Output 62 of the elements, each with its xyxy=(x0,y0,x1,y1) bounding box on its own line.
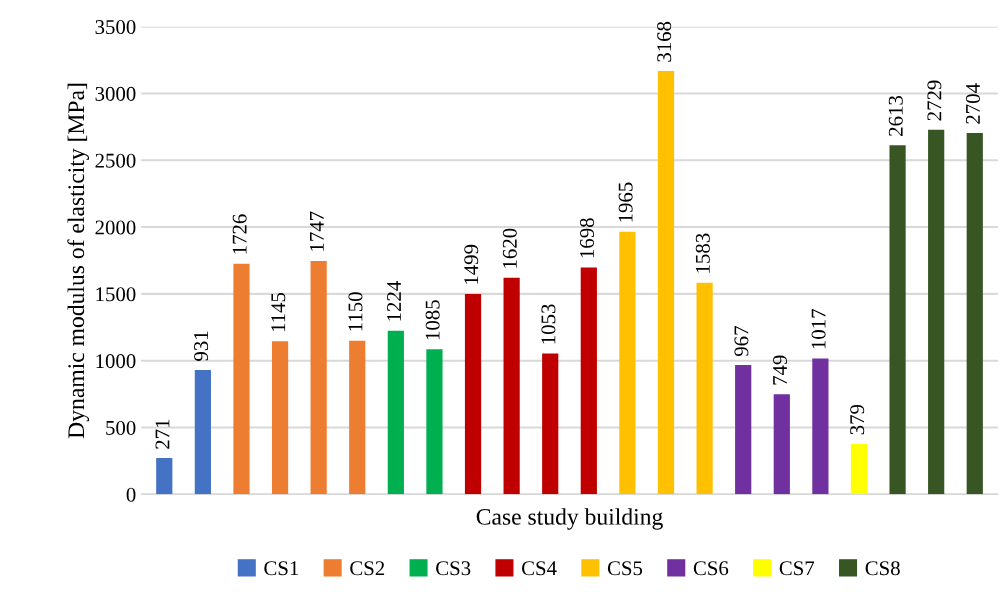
y-tick-label: 3000 xyxy=(95,86,136,101)
y-tick-label: 3500 xyxy=(95,20,136,35)
legend-label: CS1 xyxy=(264,561,299,576)
y-tick-label: 500 xyxy=(106,420,136,435)
data-label: 1145 xyxy=(271,292,286,332)
data-label: 271 xyxy=(155,419,170,449)
legend-label: CS4 xyxy=(521,561,557,576)
data-label: 1965 xyxy=(618,182,633,222)
data-label: 1499 xyxy=(464,244,479,284)
data-label: 2729 xyxy=(927,80,942,121)
data-label: 1053 xyxy=(541,304,556,344)
data-label: 2613 xyxy=(888,95,903,136)
y-tick-label: 0 xyxy=(126,487,136,502)
data-label: 1085 xyxy=(425,300,440,340)
data-label: 1583 xyxy=(695,233,710,273)
legend-label: CS6 xyxy=(693,561,729,576)
data-label: 379 xyxy=(850,404,865,435)
bar xyxy=(503,277,520,495)
y-axis-title: Dynamic modulus of elasticity [MPa] xyxy=(67,83,90,439)
bar xyxy=(580,267,597,495)
data-label: 967 xyxy=(734,326,749,357)
bar xyxy=(619,231,636,495)
bar xyxy=(349,340,366,495)
data-label: 1620 xyxy=(502,228,517,268)
bar xyxy=(850,443,868,495)
bar xyxy=(194,369,211,495)
data-label: 1224 xyxy=(387,281,401,321)
data-label: 2704 xyxy=(965,83,980,124)
bar xyxy=(464,294,482,495)
bar xyxy=(966,133,983,495)
bar xyxy=(735,365,752,495)
bar xyxy=(233,263,250,495)
legend-label: CS2 xyxy=(350,561,385,576)
data-label: 749 xyxy=(773,355,788,385)
legend-label: CS3 xyxy=(436,561,471,576)
bar xyxy=(542,353,559,495)
bar xyxy=(657,71,675,495)
y-tick-label: 2000 xyxy=(95,220,136,235)
y-tick-label: 2500 xyxy=(95,153,136,168)
bar xyxy=(928,129,945,495)
bar xyxy=(271,341,289,495)
data-label: 931 xyxy=(194,331,209,361)
y-tick-label: 1500 xyxy=(96,287,136,302)
x-axis-title: Case study building xyxy=(476,508,663,530)
y-tick-label: 1000 xyxy=(96,354,136,369)
data-label: 1747 xyxy=(309,211,324,251)
bar xyxy=(156,458,173,495)
legend-label: CS5 xyxy=(607,561,643,576)
bar xyxy=(387,330,404,495)
data-label: 1017 xyxy=(811,309,826,349)
bar xyxy=(696,282,713,495)
bar xyxy=(426,349,443,495)
data-label: 1150 xyxy=(348,292,363,331)
legend-label: CS7 xyxy=(779,561,815,576)
data-label: 1726 xyxy=(232,214,247,254)
bar xyxy=(889,145,906,495)
data-label: 1698 xyxy=(579,218,595,258)
bar xyxy=(310,260,327,495)
data-label: 3168 xyxy=(657,21,672,62)
bar xyxy=(812,358,829,495)
bar xyxy=(773,394,790,495)
legend-label: CS8 xyxy=(865,561,900,576)
